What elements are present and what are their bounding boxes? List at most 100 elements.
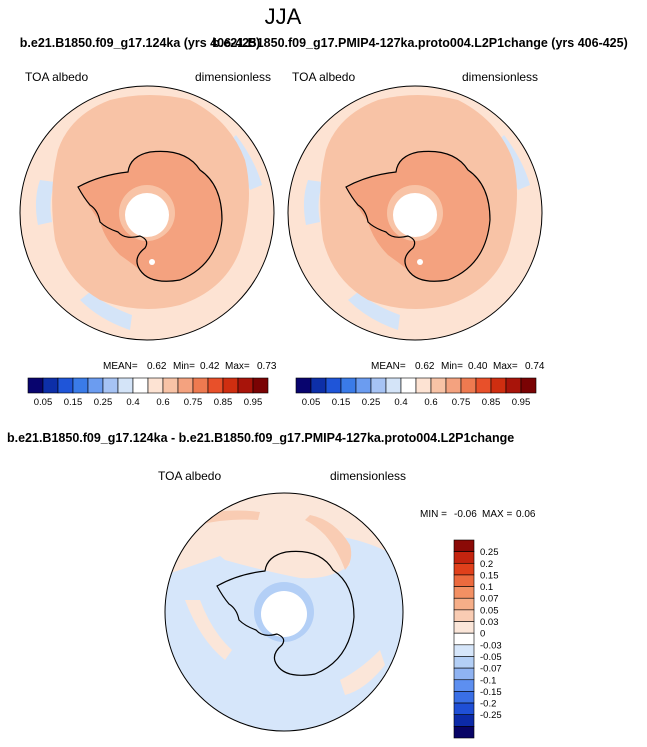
right-colorbar-tick-label: 0.75 (452, 397, 471, 408)
difference-map (164, 492, 404, 732)
left-colorbar-tick-label: 0.95 (244, 397, 263, 408)
left-colorbar-swatch-9 (162, 377, 179, 394)
left-colorbar-swatch-7 (132, 377, 149, 394)
left-colorbar-tick-label: 0.15 (64, 397, 83, 408)
difference-title: b.e21.B1850.f09_g17.124ka - b.e21.B1850.… (7, 431, 514, 445)
right-map (287, 85, 543, 341)
right-units-label: dimensionless (462, 70, 538, 84)
left-colorbar-swatch-11 (192, 377, 209, 394)
right-colorbar-swatch-6 (385, 377, 402, 394)
right-colorbar-swatch-10 (445, 377, 462, 394)
left-max-value: 0.73 (257, 361, 277, 372)
right-colorbar-tick-label: 0.4 (394, 397, 407, 408)
left-colorbar-tick-label: 0.05 (34, 397, 53, 408)
left-colorbar-swatch-0 (27, 377, 44, 394)
difference-colorbar-tick-label: 0.2 (480, 559, 493, 570)
difference-colorbar-swatch-4 (453, 586, 475, 599)
difference-colorbar-tick-label: -0.03 (480, 640, 502, 651)
right-colorbar-swatch-12 (475, 377, 492, 394)
difference-colorbar-swatch-5 (453, 597, 475, 611)
right-colorbar-swatch-15 (520, 377, 537, 394)
diff-min-value: -0.06 (454, 509, 477, 520)
difference-colorbar-tick-label: -0.07 (480, 664, 502, 675)
difference-colorbar-tick-label: 0.03 (480, 617, 499, 628)
difference-colorbar-swatch-14 (453, 702, 475, 716)
difference-colorbar-swatch-8 (453, 632, 475, 646)
right-colorbar-swatch-13 (490, 377, 507, 394)
difference-colorbar-tick-label: 0.07 (480, 594, 499, 605)
right-colorbar-swatch-4 (355, 377, 372, 394)
diff-units-label: dimensionless (330, 469, 406, 483)
difference-colorbar-tick-label: 0.1 (480, 582, 493, 593)
right-colorbar-swatch-7 (400, 377, 417, 394)
left-colorbar-ticks: 0.05 0.15 0.25 0.4 0.6 0.75 0.85 0.95 (34, 397, 263, 408)
difference-colorbar-swatch-7 (453, 621, 475, 634)
difference-colorbar-tick-label: -0.15 (480, 687, 502, 698)
right-colorbar-swatch-14 (505, 377, 522, 394)
right-max-value: 0.74 (525, 361, 545, 372)
left-colorbar-tick-label: 0.85 (214, 397, 233, 408)
left-variable-label: TOA albedo (25, 70, 88, 84)
difference-colorbar-swatch-12 (453, 679, 475, 692)
right-colorbar-swatch-2 (325, 377, 342, 394)
left-mean-label: MEAN= (103, 361, 138, 372)
difference-colorbar-swatch-10 (453, 656, 475, 669)
difference-colorbar-swatch-15 (453, 714, 475, 727)
diff-max-label: MAX = (482, 509, 512, 520)
left-colorbar-swatch-12 (207, 377, 224, 394)
difference-colorbar-swatch-9 (453, 644, 475, 657)
right-min-value: 0.40 (468, 361, 488, 372)
right-colorbar-tick-label: 0.6 (424, 397, 437, 408)
right-panel-title: b.e21.B1850.f09_g17.PMIP4-127ka.proto004… (212, 36, 628, 50)
left-colorbar (27, 377, 269, 394)
difference-colorbar-tick-label: 0.05 (480, 605, 499, 616)
left-colorbar-swatch-14 (237, 377, 254, 394)
left-colorbar-tick-label: 0.4 (126, 397, 139, 408)
difference-colorbar (453, 539, 475, 739)
left-colorbar-swatch-5 (102, 377, 119, 394)
difference-colorbar-swatch-0 (453, 539, 475, 552)
difference-colorbar-tick-label: 0.25 (480, 547, 499, 558)
right-mean-label: MEAN= (371, 361, 406, 372)
right-colorbar-tick-label: 0.15 (332, 397, 351, 408)
left-panel-title: b.e21.B1850.f09_g17.124ka (yrs 406-425) (20, 36, 260, 50)
difference-colorbar-tick-label: 0 (480, 629, 485, 640)
right-colorbar-swatch-5 (370, 377, 387, 394)
difference-colorbar-swatch-13 (453, 691, 475, 704)
left-map (19, 85, 275, 341)
right-colorbar-tick-label: 0.85 (482, 397, 501, 408)
right-variable-label: TOA albedo (292, 70, 355, 84)
right-colorbar-tick-label: 0.05 (302, 397, 321, 408)
figure-title: JJA (265, 4, 302, 29)
left-colorbar-tick-label: 0.6 (156, 397, 169, 408)
diff-max-value: 0.06 (516, 509, 536, 520)
diff-min-label: MIN = (420, 509, 447, 520)
right-min-label: Min= (441, 361, 463, 372)
right-colorbar-swatch-8 (415, 377, 432, 394)
left-min-label: Min= (173, 361, 195, 372)
left-colorbar-swatch-2 (57, 377, 74, 394)
right-colorbar-swatch-9 (430, 377, 447, 394)
right-max-label: Max= (493, 361, 518, 372)
left-colorbar-swatch-1 (42, 377, 59, 394)
right-colorbar-tick-label: 0.95 (512, 397, 531, 408)
right-colorbar-tick-label: 0.25 (362, 397, 381, 408)
left-colorbar-swatch-15 (252, 377, 269, 394)
right-colorbar-swatch-0 (295, 377, 312, 394)
right-mean-value: 0.62 (415, 361, 435, 372)
left-colorbar-swatch-4 (87, 377, 104, 394)
right-colorbar-swatch-1 (310, 377, 327, 394)
diff-variable-label: TOA albedo (158, 469, 221, 483)
difference-colorbar-swatch-16 (453, 726, 475, 739)
left-max-label: Max= (225, 361, 250, 372)
difference-colorbar-ticks: 0.250.20.150.10.070.050.030-0.03-0.05-0.… (480, 547, 502, 721)
right-colorbar-ticks: 0.05 0.15 0.25 0.4 0.6 0.75 0.85 0.95 (302, 397, 531, 408)
left-colorbar-tick-label: 0.25 (94, 397, 113, 408)
left-colorbar-swatch-13 (222, 377, 239, 394)
difference-colorbar-tick-label: -0.05 (480, 652, 502, 663)
difference-colorbar-tick-label: -0.2 (480, 699, 496, 710)
right-colorbar-swatch-3 (340, 377, 357, 394)
difference-colorbar-tick-label: 0.15 (480, 570, 499, 581)
difference-colorbar-swatch-3 (453, 574, 475, 587)
